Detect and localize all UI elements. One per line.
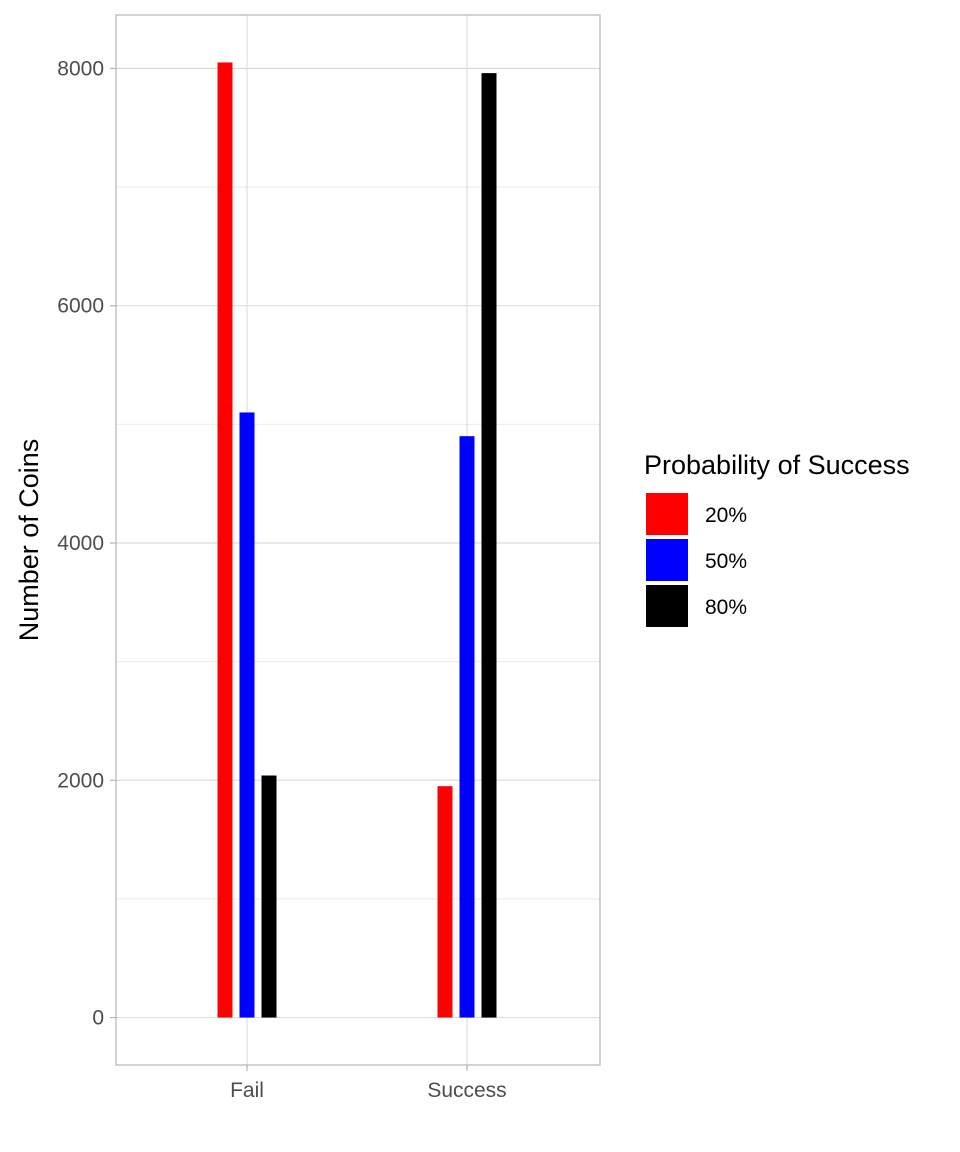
bar-fail-80pct bbox=[261, 775, 277, 1018]
y-tick-label: 2000 bbox=[57, 769, 104, 792]
y-axis-ticks: 0 2000 4000 6000 8000 bbox=[57, 57, 116, 1030]
y-tick-label: 0 bbox=[92, 1007, 104, 1030]
panel-border bbox=[115, 14, 601, 1066]
x-tick-label: Success bbox=[427, 1079, 506, 1102]
legend-label: 50% bbox=[705, 550, 747, 573]
bar-success-20pct bbox=[437, 786, 453, 1018]
legend-items: 20% 50% 80% bbox=[646, 493, 747, 627]
y-tick-label: 4000 bbox=[57, 532, 104, 555]
legend-key-50pct bbox=[646, 539, 688, 581]
legend-key-80pct bbox=[646, 585, 688, 627]
legend: Probability of Success 20% 50% 80% bbox=[644, 450, 910, 627]
bar-fail-20pct bbox=[217, 62, 233, 1018]
bar-fail-50pct bbox=[239, 412, 255, 1018]
legend-label: 20% bbox=[705, 504, 747, 527]
y-axis-title: Number of Coins bbox=[14, 439, 44, 642]
legend-label: 80% bbox=[705, 596, 747, 619]
legend-key-20pct bbox=[646, 493, 688, 535]
bars bbox=[217, 62, 497, 1018]
x-tick-label: Fail bbox=[230, 1079, 264, 1102]
bar-success-80pct bbox=[481, 73, 497, 1018]
y-tick-label: 6000 bbox=[57, 295, 104, 318]
y-tick-label: 8000 bbox=[57, 57, 104, 80]
grid-lines bbox=[116, 15, 600, 1065]
legend-title: Probability of Success bbox=[644, 450, 910, 480]
bar-success-50pct bbox=[459, 436, 475, 1018]
x-axis-ticks: Fail Success bbox=[230, 1065, 507, 1102]
